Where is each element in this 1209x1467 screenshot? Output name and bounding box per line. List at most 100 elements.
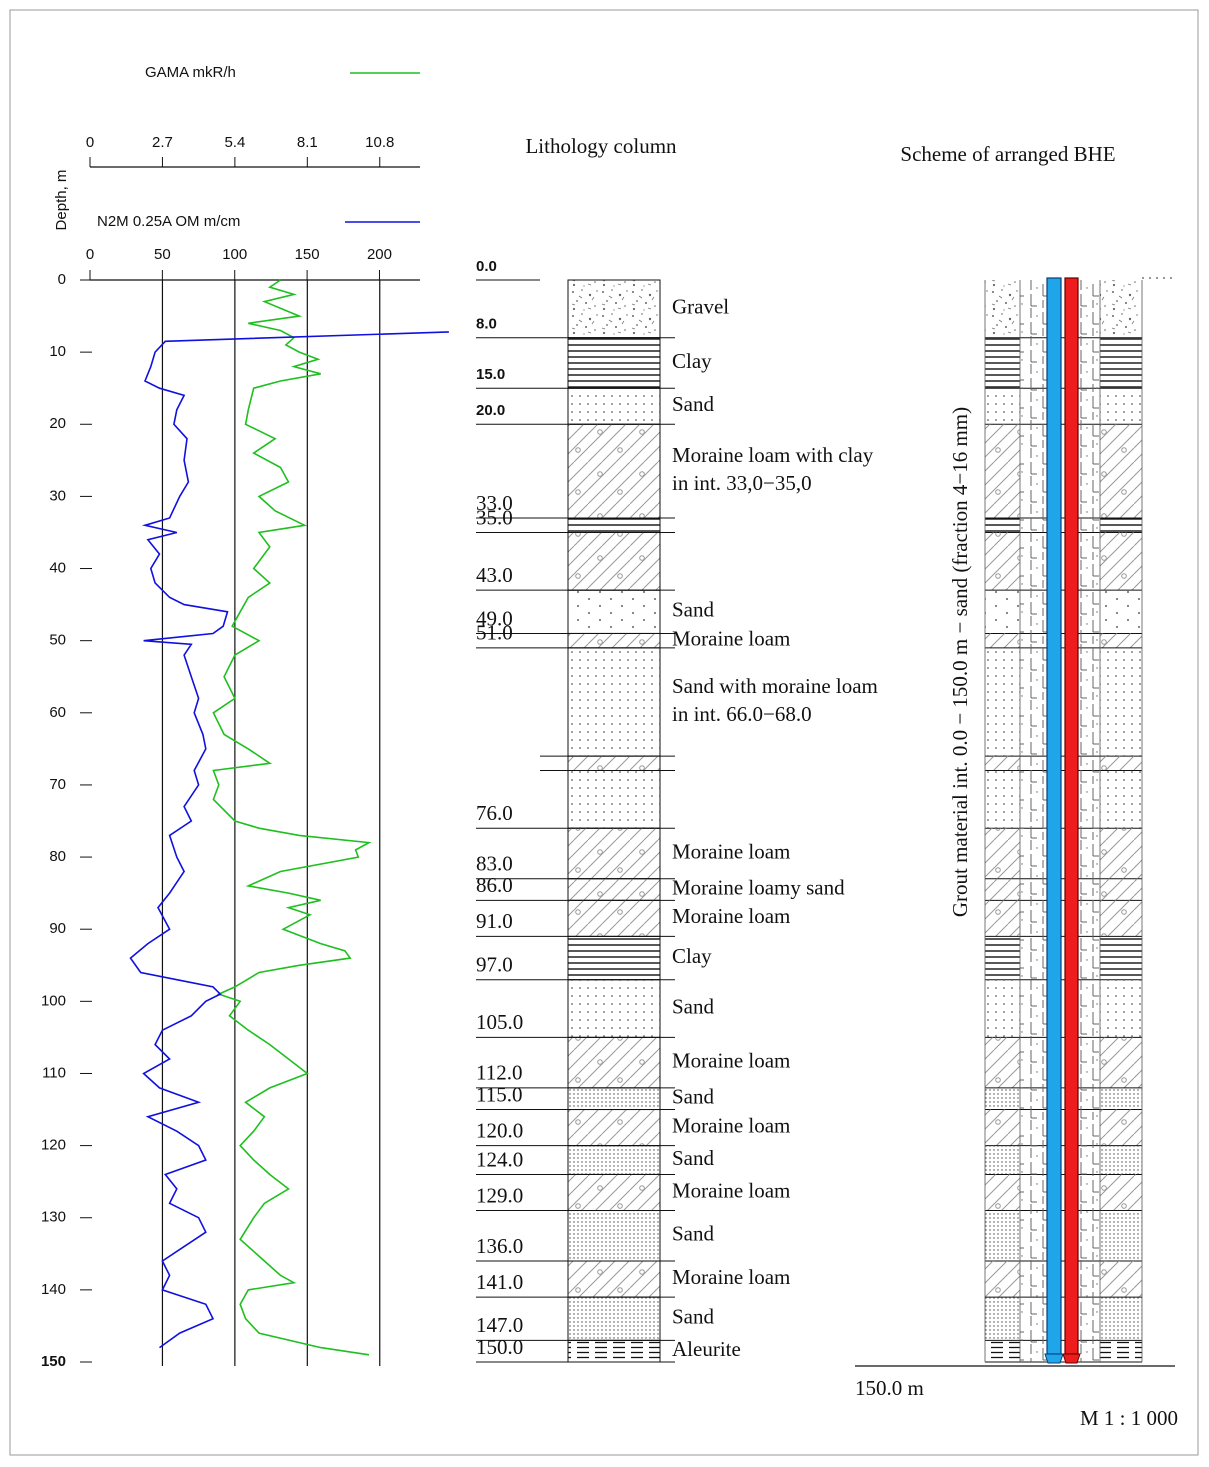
bhe-layer (985, 424, 1020, 518)
x-tick-label: 100 (222, 246, 247, 263)
lithology-layer (568, 900, 660, 936)
bhe-layer (1100, 1088, 1142, 1110)
bhe-layer (985, 1261, 1020, 1297)
legend-label: N2M 0.25A OM m/cm (97, 213, 240, 230)
pipe-cap (1045, 1354, 1063, 1363)
layer-description: in int. 33,0−35,0 (672, 471, 812, 495)
lithology-layer (568, 1211, 660, 1261)
x-tick-label: 2.7 (152, 134, 173, 151)
lithology-layer (568, 980, 660, 1038)
y-tick-label: 20 (49, 415, 66, 432)
pipe-blue (1047, 278, 1061, 1354)
x-tick-label: 10.8 (365, 134, 394, 151)
depth-label: 83.0 (476, 852, 513, 876)
layer-description: Moraine loam (672, 626, 790, 650)
bhe-layer (1100, 1211, 1142, 1261)
lithology-layer (568, 1146, 660, 1175)
y-tick-label: 140 (41, 1281, 66, 1298)
bhe-layer (1100, 936, 1142, 979)
bhe-layer (985, 936, 1020, 979)
y-tick-label: 120 (41, 1137, 66, 1154)
bhe-layer (985, 980, 1020, 1038)
depth-label: 86.0 (476, 873, 513, 897)
y-tick-label: 130 (41, 1209, 66, 1226)
x-tick-label: 8.1 (297, 134, 318, 151)
depth-label: 0.0 (476, 258, 497, 275)
layer-description: Moraine loamy sand (672, 875, 845, 899)
layer-description: Moraine loam (672, 1113, 790, 1137)
depth-label: 120.0 (476, 1118, 523, 1142)
lithology-layer (568, 633, 660, 647)
lithology-layer (568, 936, 660, 979)
y-tick-label: 0 (58, 271, 66, 288)
bhe-layer (1100, 771, 1142, 829)
depth-label: 43.0 (476, 563, 513, 587)
bhe-layer (985, 1297, 1020, 1340)
bhe-layer (985, 1088, 1020, 1110)
layer-description: Moraine loam (672, 1265, 790, 1289)
bhe-layer (985, 1110, 1020, 1146)
bhe-layer (1100, 900, 1142, 936)
depth-label: 35.0 (476, 505, 513, 529)
lithology-layer (568, 518, 660, 532)
y-tick-label: 30 (49, 487, 66, 504)
lithology-layer (568, 1088, 660, 1110)
bhe-layer (985, 1340, 1020, 1362)
lithology-layer (568, 388, 660, 424)
bhe-layer (985, 633, 1020, 647)
lithology-layer (568, 771, 660, 829)
layer-description: Sand (672, 598, 715, 622)
bhe-layer (1100, 1340, 1142, 1362)
lithology-layer (568, 532, 660, 590)
bhe-layer (1100, 828, 1142, 878)
lithology-layer (568, 1037, 660, 1087)
depth-label: 115.0 (476, 1082, 522, 1106)
lithology-layer (568, 280, 660, 338)
x-tick-label: 50 (154, 246, 171, 263)
legend-label: GAMA mkR/h (145, 64, 236, 81)
layer-description: Aleurite (672, 1337, 741, 1361)
depth-label: 97.0 (476, 953, 513, 977)
lithology-layer (568, 1174, 660, 1210)
lithology-layer (568, 828, 660, 878)
depth-label: 15.0 (476, 366, 505, 383)
lithology-layer (568, 590, 660, 633)
x-tick-label: 5.4 (224, 134, 245, 151)
bhe-layer (1100, 980, 1142, 1038)
y-tick-label: 10 (49, 343, 66, 360)
lithology-title: Lithology column (525, 134, 677, 158)
lithology-layer (568, 756, 660, 770)
bhe-layer (985, 756, 1020, 770)
depth-label: 112.0 (476, 1061, 522, 1085)
depth-label: 20.0 (476, 402, 505, 419)
bhe-layer (985, 828, 1020, 878)
bhe-layer (985, 388, 1020, 424)
page: {"chart_data": {"type": "line", "y_label… (0, 0, 1209, 1467)
y-tick-label: 110 (42, 1064, 66, 1081)
y-axis-label: Depth, m (53, 170, 70, 231)
layer-description: Clay (672, 944, 712, 968)
layer-description: Clay (672, 349, 712, 373)
bhe-layer (985, 879, 1020, 901)
depth-label: 129.0 (476, 1183, 523, 1207)
layer-description: Sand (672, 1085, 715, 1109)
x-tick-label: 0 (86, 134, 94, 151)
pipe-cap (1063, 1354, 1080, 1363)
lithology-layer (568, 1261, 660, 1297)
y-tick-label: 70 (49, 776, 66, 793)
bhe-layer (1100, 1146, 1142, 1175)
x-tick-label: 200 (367, 246, 392, 263)
layer-description: Moraine loam (672, 839, 790, 863)
figure: Depth, m01020304050607080901001101201301… (0, 0, 1209, 1467)
grout-note: Grout material int. 0.0 − 150.0 m − sand… (948, 407, 972, 917)
depth-label: 136.0 (476, 1234, 523, 1258)
bhe-layer (985, 1037, 1020, 1087)
bhe-layer (985, 280, 1020, 338)
bhe-layer (985, 590, 1020, 633)
bhe-title: Scheme of arranged BHE (900, 142, 1115, 166)
depth-label: 8.0 (476, 316, 497, 333)
y-tick-label: 40 (49, 560, 66, 577)
lithology-layer (568, 648, 660, 756)
bhe-layer (985, 532, 1020, 590)
y-tick-label: 150 (41, 1353, 66, 1370)
